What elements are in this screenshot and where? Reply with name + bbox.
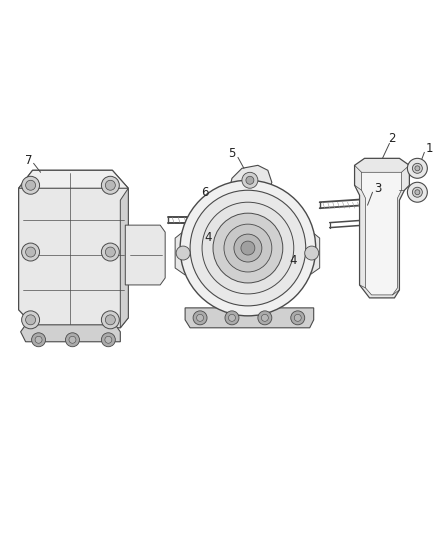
Circle shape xyxy=(246,176,254,184)
Circle shape xyxy=(274,274,282,282)
Circle shape xyxy=(197,314,204,321)
Polygon shape xyxy=(228,165,272,195)
Text: 6: 6 xyxy=(201,185,209,199)
Text: 1: 1 xyxy=(426,142,433,155)
Circle shape xyxy=(180,180,316,316)
Circle shape xyxy=(407,158,427,178)
Text: 5: 5 xyxy=(228,147,236,160)
Polygon shape xyxy=(125,225,165,285)
Circle shape xyxy=(242,172,258,188)
Circle shape xyxy=(176,246,190,260)
Circle shape xyxy=(35,336,42,343)
Circle shape xyxy=(305,246,319,260)
Circle shape xyxy=(294,314,301,321)
Circle shape xyxy=(224,224,272,272)
Circle shape xyxy=(415,190,420,195)
Circle shape xyxy=(21,243,39,261)
Text: 2: 2 xyxy=(388,132,395,145)
Polygon shape xyxy=(19,171,128,328)
Circle shape xyxy=(32,333,46,347)
Circle shape xyxy=(407,182,427,202)
Text: 4: 4 xyxy=(204,231,212,244)
Polygon shape xyxy=(209,213,221,227)
Circle shape xyxy=(101,243,119,261)
Circle shape xyxy=(69,336,76,343)
Circle shape xyxy=(270,270,286,286)
Text: 3: 3 xyxy=(374,182,381,195)
Circle shape xyxy=(229,314,236,321)
Polygon shape xyxy=(303,230,320,275)
Circle shape xyxy=(261,314,268,321)
Circle shape xyxy=(202,202,294,294)
Polygon shape xyxy=(19,171,128,188)
Circle shape xyxy=(291,311,305,325)
Circle shape xyxy=(106,247,115,257)
Circle shape xyxy=(193,311,207,325)
Circle shape xyxy=(101,176,119,194)
Circle shape xyxy=(106,315,115,325)
Polygon shape xyxy=(185,308,314,328)
Circle shape xyxy=(66,333,79,347)
Circle shape xyxy=(241,241,255,255)
Circle shape xyxy=(101,311,119,329)
Circle shape xyxy=(413,163,422,173)
Polygon shape xyxy=(175,230,192,275)
Circle shape xyxy=(190,190,306,306)
Polygon shape xyxy=(361,172,401,295)
Circle shape xyxy=(21,176,39,194)
Circle shape xyxy=(225,311,239,325)
Circle shape xyxy=(234,234,262,262)
Circle shape xyxy=(258,311,272,325)
Text: 7: 7 xyxy=(25,154,32,167)
Polygon shape xyxy=(21,325,120,342)
Circle shape xyxy=(415,166,420,171)
Circle shape xyxy=(191,254,199,262)
Circle shape xyxy=(25,180,35,190)
Polygon shape xyxy=(355,158,410,298)
Circle shape xyxy=(187,250,203,266)
Circle shape xyxy=(105,336,112,343)
Circle shape xyxy=(25,247,35,257)
Circle shape xyxy=(106,180,115,190)
Text: 4: 4 xyxy=(289,254,297,266)
Circle shape xyxy=(413,187,422,197)
Circle shape xyxy=(25,315,35,325)
Circle shape xyxy=(21,311,39,329)
Polygon shape xyxy=(120,188,128,328)
Circle shape xyxy=(101,333,115,347)
Circle shape xyxy=(213,213,283,283)
